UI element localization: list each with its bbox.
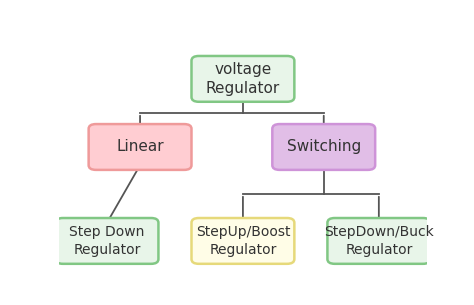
FancyBboxPatch shape (191, 56, 294, 102)
Text: Linear: Linear (116, 139, 164, 154)
Text: Step Down
Regulator: Step Down Regulator (69, 225, 145, 257)
Text: Switching: Switching (287, 139, 361, 154)
FancyBboxPatch shape (272, 124, 375, 170)
FancyBboxPatch shape (55, 218, 158, 264)
FancyBboxPatch shape (328, 218, 430, 264)
Text: voltage
Regulator: voltage Regulator (206, 62, 280, 96)
FancyBboxPatch shape (89, 124, 191, 170)
Text: StepDown/Buck
Regulator: StepDown/Buck Regulator (324, 225, 434, 257)
Text: StepUp/Boost
Regulator: StepUp/Boost Regulator (196, 225, 290, 257)
FancyBboxPatch shape (191, 218, 294, 264)
